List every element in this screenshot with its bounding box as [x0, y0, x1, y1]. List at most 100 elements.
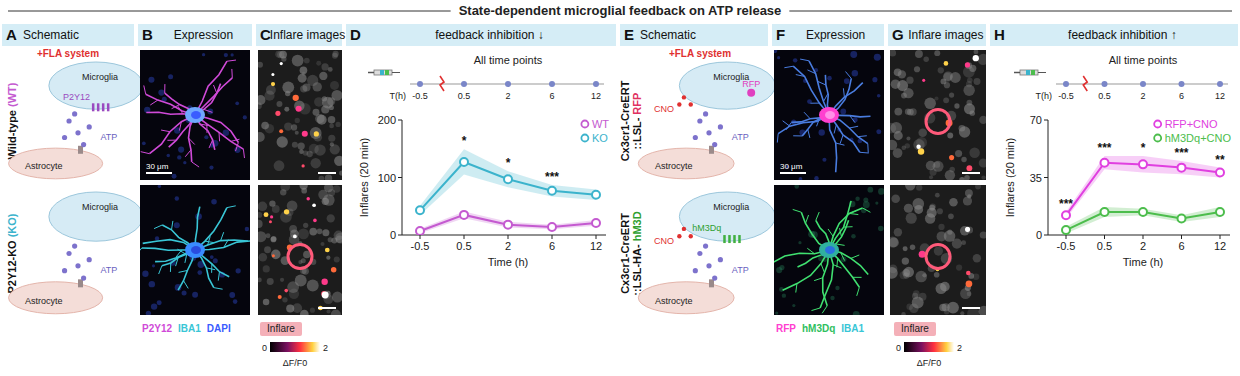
background-cell: [974, 78, 981, 85]
background-cell: [329, 105, 334, 110]
astrocyte-shape: [638, 148, 734, 179]
background-cell: [323, 194, 335, 206]
drug-dot: [689, 234, 693, 238]
inflare-event: [918, 148, 924, 154]
background-cell: [956, 264, 962, 270]
inflare-event: [280, 62, 283, 65]
channel-label: IBA1: [178, 323, 201, 334]
background-cell: [317, 228, 323, 234]
panel-letter: F: [776, 26, 785, 43]
y-tick-label: 70: [1030, 114, 1042, 126]
timeline-label: T(h): [1036, 91, 1053, 101]
background-cell: [944, 82, 950, 88]
process: [243, 149, 244, 158]
syringe-plunger: [368, 72, 374, 74]
background-cell: [332, 53, 338, 59]
background-cell: [934, 161, 940, 167]
background-cell: [280, 189, 286, 195]
background-cell: [945, 170, 955, 180]
background-cell: [307, 280, 319, 292]
background-cell: [925, 213, 935, 223]
process: [184, 281, 189, 289]
background-cell: [910, 245, 915, 250]
background-cell: [979, 116, 986, 124]
x-axis-title: Time (h): [488, 256, 529, 268]
background-cell: [271, 236, 277, 242]
background-cell: [298, 260, 302, 264]
atp-dot: [718, 124, 723, 129]
y-tick: [1044, 120, 1048, 121]
process: [840, 135, 843, 144]
background-cell: [313, 109, 320, 116]
nucleus: [183, 161, 186, 164]
process: [821, 264, 824, 272]
nucleus: [236, 268, 241, 273]
nucleus: [229, 292, 235, 298]
inflare-event: [271, 73, 274, 76]
nucleus: [235, 101, 239, 105]
process: [817, 118, 820, 126]
panel-letter: D: [350, 26, 361, 43]
background-cell: [290, 229, 299, 238]
background-cell: [258, 102, 262, 109]
background-cell: [949, 198, 958, 207]
background-cell: [929, 205, 935, 211]
background-cell: [890, 265, 897, 274]
inflare-ring: [926, 245, 950, 269]
process: [820, 250, 833, 308]
process: [150, 100, 158, 105]
inflare-event: [293, 95, 299, 101]
inflare-event: [284, 209, 289, 214]
panel-header: [772, 24, 884, 46]
x-tick-label: -0.5: [411, 240, 430, 252]
nucleus: [149, 281, 155, 287]
atp-label: ATP: [732, 265, 749, 275]
receptor: [102, 103, 105, 111]
nucleus: [782, 294, 786, 298]
process: [836, 244, 845, 245]
background-cell: [321, 105, 329, 113]
nucleus: [822, 158, 826, 162]
micrograph-bg: [258, 50, 342, 180]
background-cell: [929, 175, 933, 179]
significance-label: ***: [1059, 197, 1073, 211]
atp-dot: [75, 130, 80, 135]
inflare-event: [331, 267, 336, 272]
x-tick: [1104, 235, 1105, 239]
cell-label: Microglia: [82, 72, 118, 82]
atp-dot: [703, 111, 708, 116]
nucleus: [175, 196, 179, 200]
data-point: [548, 187, 556, 195]
legend-label: KO: [592, 132, 608, 144]
x-tick: [420, 235, 421, 239]
channel-label: IBA1: [841, 323, 864, 334]
inflare-event: [293, 235, 297, 239]
inflare-event: [966, 271, 971, 276]
background-cell: [258, 212, 262, 218]
legend-marker: [1154, 135, 1161, 142]
channel-label: hM3Dq: [802, 323, 835, 334]
background-cell: [277, 136, 288, 147]
cell-label: Microglia: [713, 202, 749, 212]
background-cell: [935, 193, 940, 198]
data-point: [592, 191, 600, 199]
legend-label: hM3Dq+CNO: [1165, 132, 1232, 144]
astrocyte-label: Astrocyte: [25, 161, 63, 171]
background-cell: [906, 213, 917, 224]
background-cell: [901, 93, 907, 99]
nucleus: [840, 109, 846, 115]
nucleus: [875, 202, 878, 205]
atp-dot: [87, 124, 92, 129]
inflare-event: [965, 62, 970, 67]
background-cell: [282, 297, 287, 302]
row-label-text: Wild-type: [6, 110, 18, 159]
atp-dot: [712, 142, 717, 147]
background-cell: [284, 122, 292, 130]
background-cell: [966, 227, 973, 234]
receptor: [97, 103, 100, 111]
legend-marker: [581, 121, 588, 128]
background-cell: [292, 142, 298, 148]
data-point: [592, 219, 600, 227]
data-point: [1178, 215, 1186, 223]
syringe: [1031, 70, 1035, 75]
